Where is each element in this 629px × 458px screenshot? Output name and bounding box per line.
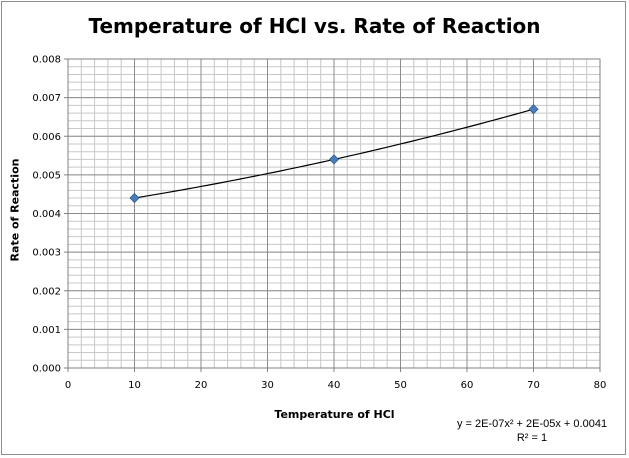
y-tick-labels: 0.000 0.001 0.002 0.003 0.004 0.005 0.006 0.007… xyxy=(32,55,61,375)
y-tick-label: 0.005 xyxy=(32,170,61,181)
x-tick-label: 20 xyxy=(195,380,208,391)
chart-title: Temperature of HCl vs. Rate of Reaction xyxy=(88,14,541,38)
y-tick-label: 0.008 xyxy=(32,55,61,66)
axes xyxy=(64,58,601,372)
x-tick-label: 50 xyxy=(394,380,407,391)
data-point xyxy=(528,104,539,115)
y-tick-label: 0.002 xyxy=(32,286,61,297)
y-tick-label: 0.006 xyxy=(32,132,61,143)
y-tick-label: 0.007 xyxy=(32,93,61,104)
x-tick-label: 10 xyxy=(128,380,141,391)
x-tick-label: 30 xyxy=(261,380,274,391)
y-tick-label: 0.004 xyxy=(32,209,61,220)
x-tick-label: 60 xyxy=(461,380,474,391)
data-points xyxy=(129,104,539,204)
trendline-equation-box: y = 2E-07x² + 2E-05x + 0.0041 R² = 1 xyxy=(447,417,617,445)
x-axis-label: Temperature of HCl xyxy=(274,408,395,421)
data-point xyxy=(328,154,340,165)
x-tick-labels: 0 10 20 30 40 50 60 70 80 xyxy=(65,380,607,391)
x-tick-label: 0 xyxy=(65,380,71,391)
x-tick-label: 40 xyxy=(328,380,341,391)
y-tick-label: 0.000 xyxy=(32,364,61,375)
x-tick-label: 70 xyxy=(527,380,540,391)
data-point xyxy=(129,192,140,204)
x-tick-label: 80 xyxy=(594,380,607,391)
trendline-r-squared: R² = 1 xyxy=(516,432,548,444)
y-tick-label: 0.003 xyxy=(32,248,61,259)
y-tick-label: 0.001 xyxy=(32,325,61,336)
trendline-equation: y = 2E-07x² + 2E-05x + 0.0041 xyxy=(456,418,608,430)
